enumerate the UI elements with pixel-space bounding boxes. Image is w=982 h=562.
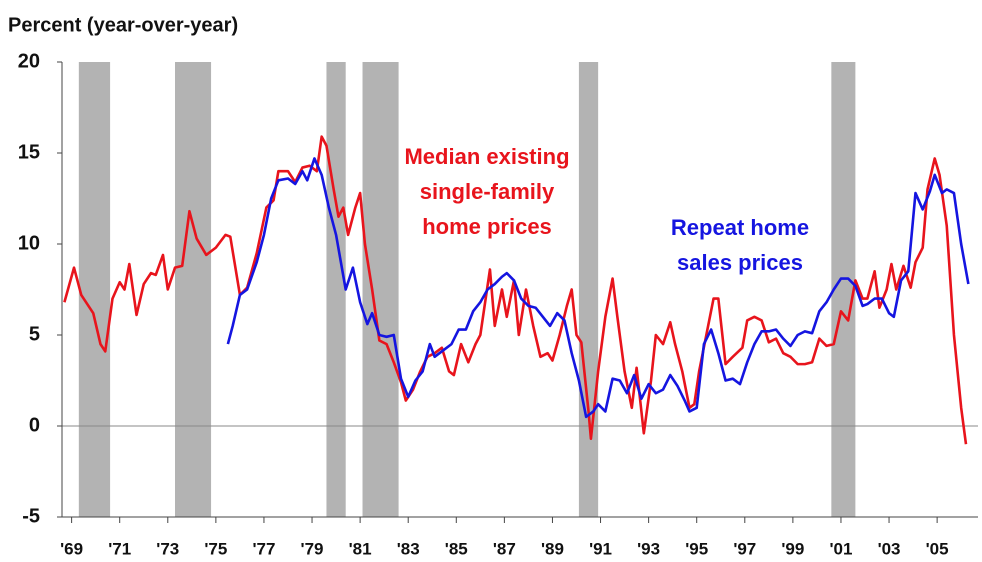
y-tick-label: 0 — [29, 414, 40, 436]
x-tick-label: '85 — [445, 539, 468, 558]
y-tick-label: 5 — [29, 323, 40, 345]
series-label: home prices — [422, 214, 552, 239]
x-tick-label: '03 — [878, 539, 901, 558]
x-tick-label: '01 — [829, 539, 852, 558]
series-line — [226, 157, 970, 419]
x-tick-label: '97 — [733, 539, 756, 558]
y-tick-label: 10 — [18, 232, 40, 254]
x-tick-label: '05 — [926, 539, 949, 558]
recession-band — [362, 62, 399, 517]
x-tick-label: '89 — [541, 539, 564, 558]
y-tick-label: -5 — [22, 505, 40, 527]
x-tick-label: '93 — [637, 539, 660, 558]
chart-title: Percent (year-over-year) — [8, 14, 238, 36]
series-label: single-family — [420, 179, 555, 204]
x-tick-label: '71 — [108, 539, 131, 558]
y-tick-label: 20 — [18, 50, 40, 72]
x-tick-label: '83 — [397, 539, 420, 558]
x-tick-label: '81 — [349, 539, 372, 558]
x-tick-label: '79 — [301, 539, 324, 558]
x-tick-label: '69 — [60, 539, 83, 558]
series-label: Median existing — [404, 144, 569, 169]
recession-band — [831, 62, 856, 517]
y-tick-label: 15 — [18, 141, 40, 163]
x-tick-label: '95 — [685, 539, 708, 558]
series-label: Repeat home — [671, 215, 809, 240]
x-tick-label: '99 — [781, 539, 804, 558]
series-line — [63, 135, 968, 445]
recession-band — [78, 62, 111, 517]
series-label: sales prices — [677, 250, 803, 275]
x-tick-label: '73 — [156, 539, 179, 558]
recession-band — [578, 62, 599, 517]
x-tick-label: '77 — [252, 539, 275, 558]
x-tick-label: '75 — [204, 539, 227, 558]
recession-band — [174, 62, 212, 517]
recession-band — [326, 62, 346, 517]
x-tick-label: '87 — [493, 539, 516, 558]
x-tick-label: '91 — [589, 539, 612, 558]
